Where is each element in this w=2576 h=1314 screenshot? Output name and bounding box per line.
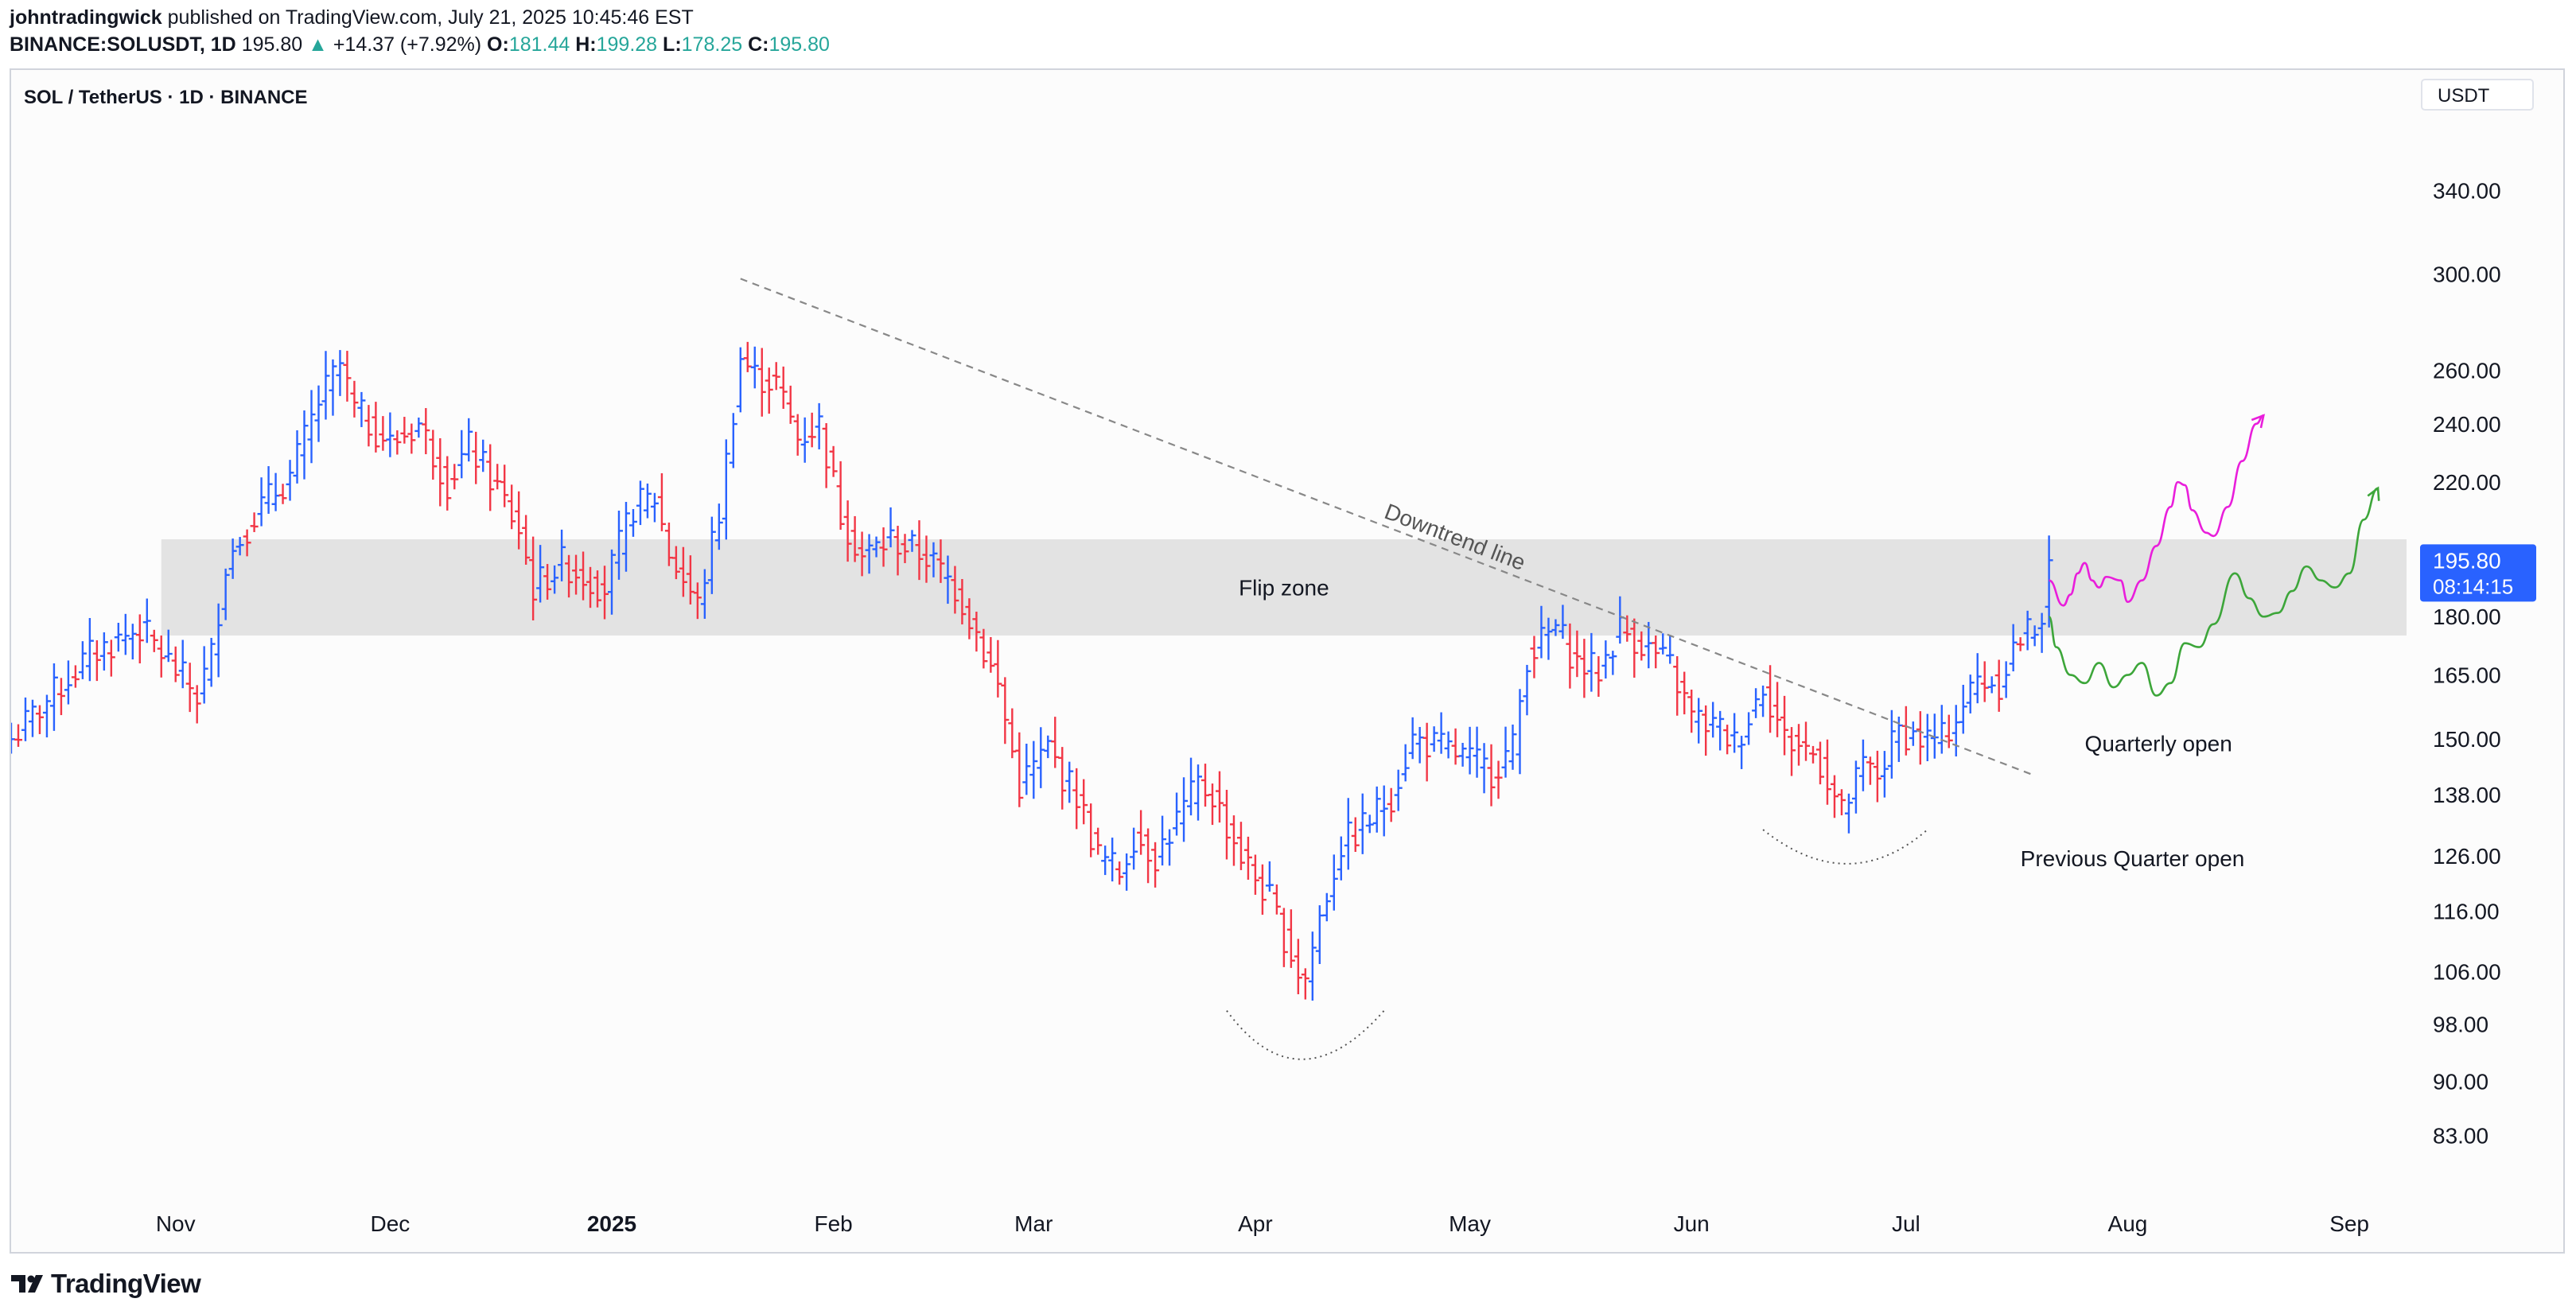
up-triangle-icon: ▲ <box>308 33 328 56</box>
flip-zone-label: Flip zone <box>1239 576 1329 601</box>
close-value: 195.80 <box>769 33 830 56</box>
x-tick-label: Jul <box>1892 1211 1920 1236</box>
publish-text: published on TradingView.com, July 21, 2… <box>167 6 694 29</box>
quarterly-open-label: Quarterly open <box>2085 732 2232 756</box>
tradingview-wordmark: TradingView <box>51 1269 201 1298</box>
downtrend-line <box>740 278 2036 777</box>
y-tick-label: 90.00 <box>2433 1069 2488 1094</box>
open-value: 181.44 <box>508 33 570 56</box>
close-label: C: <box>748 33 769 56</box>
projection-magenta <box>2049 414 2264 607</box>
y-tick-label: 126.00 <box>2433 844 2501 869</box>
y-tick-label: 340.00 <box>2433 178 2501 203</box>
tradingview-brand[interactable]: TradingView <box>10 1268 201 1300</box>
previous-quarter-open-label: Previous Quarter open <box>2021 846 2245 871</box>
symbol-line: BINANCE:SOLUSDT, 1D <box>10 33 236 56</box>
y-tick-label: 116.00 <box>2433 900 2500 924</box>
symbol-legend: BINANCE:SOLUSDT, 1D 195.80 ▲ +14.37 (+7.… <box>10 32 830 57</box>
chart-frame[interactable]: Flip zone Downtrend line Quarterly open Pre… <box>10 68 2565 1254</box>
currency-label: USDT <box>2438 85 2490 107</box>
y-tick-label: 180.00 <box>2433 605 2501 629</box>
tradingview-logo-icon <box>11 1275 43 1293</box>
x-tick-label: Feb <box>815 1211 853 1236</box>
high-label: H: <box>575 33 597 56</box>
y-tick-label: 83.00 <box>2433 1124 2488 1149</box>
y-tick-label: 98.00 <box>2433 1013 2488 1037</box>
y-tick-label: 240.00 <box>2433 412 2501 437</box>
x-tick-label: May <box>1449 1211 1491 1236</box>
x-tick-label: Dec <box>370 1211 410 1236</box>
x-tick-label: 2025 <box>587 1211 636 1236</box>
price-bars <box>11 341 2053 1001</box>
x-tick-label: Jun <box>1674 1211 1710 1236</box>
y-tick-label: 165.00 <box>2433 663 2501 688</box>
low-value: 178.25 <box>681 33 743 56</box>
x-tick-label: Apr <box>1238 1211 1273 1236</box>
x-tick-label: Aug <box>2108 1211 2148 1236</box>
y-tick-label: 106.00 <box>2433 960 2501 985</box>
projection-green <box>2048 487 2379 697</box>
high-value: 199.28 <box>596 33 658 56</box>
flip-zone <box>161 539 2407 636</box>
x-tick-label: Sep <box>2329 1211 2369 1236</box>
june-bottom-arc <box>1762 829 1928 865</box>
last-price: 195.80 <box>241 33 303 56</box>
last-price-tag <box>2420 544 2536 602</box>
currency-button <box>2421 79 2534 111</box>
projection-green-arrowhead <box>2367 486 2380 501</box>
last-price-tag-value: 195.80 <box>2433 548 2501 573</box>
y-tick-label: 220.00 <box>2433 470 2501 495</box>
bar-countdown: 08:14:15 <box>2433 574 2513 598</box>
y-tick-label: 138.00 <box>2433 783 2501 807</box>
open-label: O: <box>487 33 509 56</box>
y-tick-label: 150.00 <box>2433 727 2501 752</box>
projection-magenta-arrowhead <box>2251 414 2266 429</box>
publish-info: johntradingwick published on TradingView… <box>10 5 694 30</box>
april-bottom-arc <box>1226 1009 1385 1060</box>
low-label: L: <box>663 33 682 56</box>
chart-title: SOL / TetherUS · 1D · BINANCE <box>24 87 307 108</box>
y-tick-label: 300.00 <box>2433 262 2501 287</box>
y-tick-label: 260.00 <box>2433 358 2501 383</box>
x-tick-label: Nov <box>156 1211 196 1236</box>
x-tick-label: Mar <box>1014 1211 1053 1236</box>
author-name[interactable]: johntradingwick <box>10 6 162 29</box>
price-change: +14.37 (+7.92%) <box>333 33 482 56</box>
